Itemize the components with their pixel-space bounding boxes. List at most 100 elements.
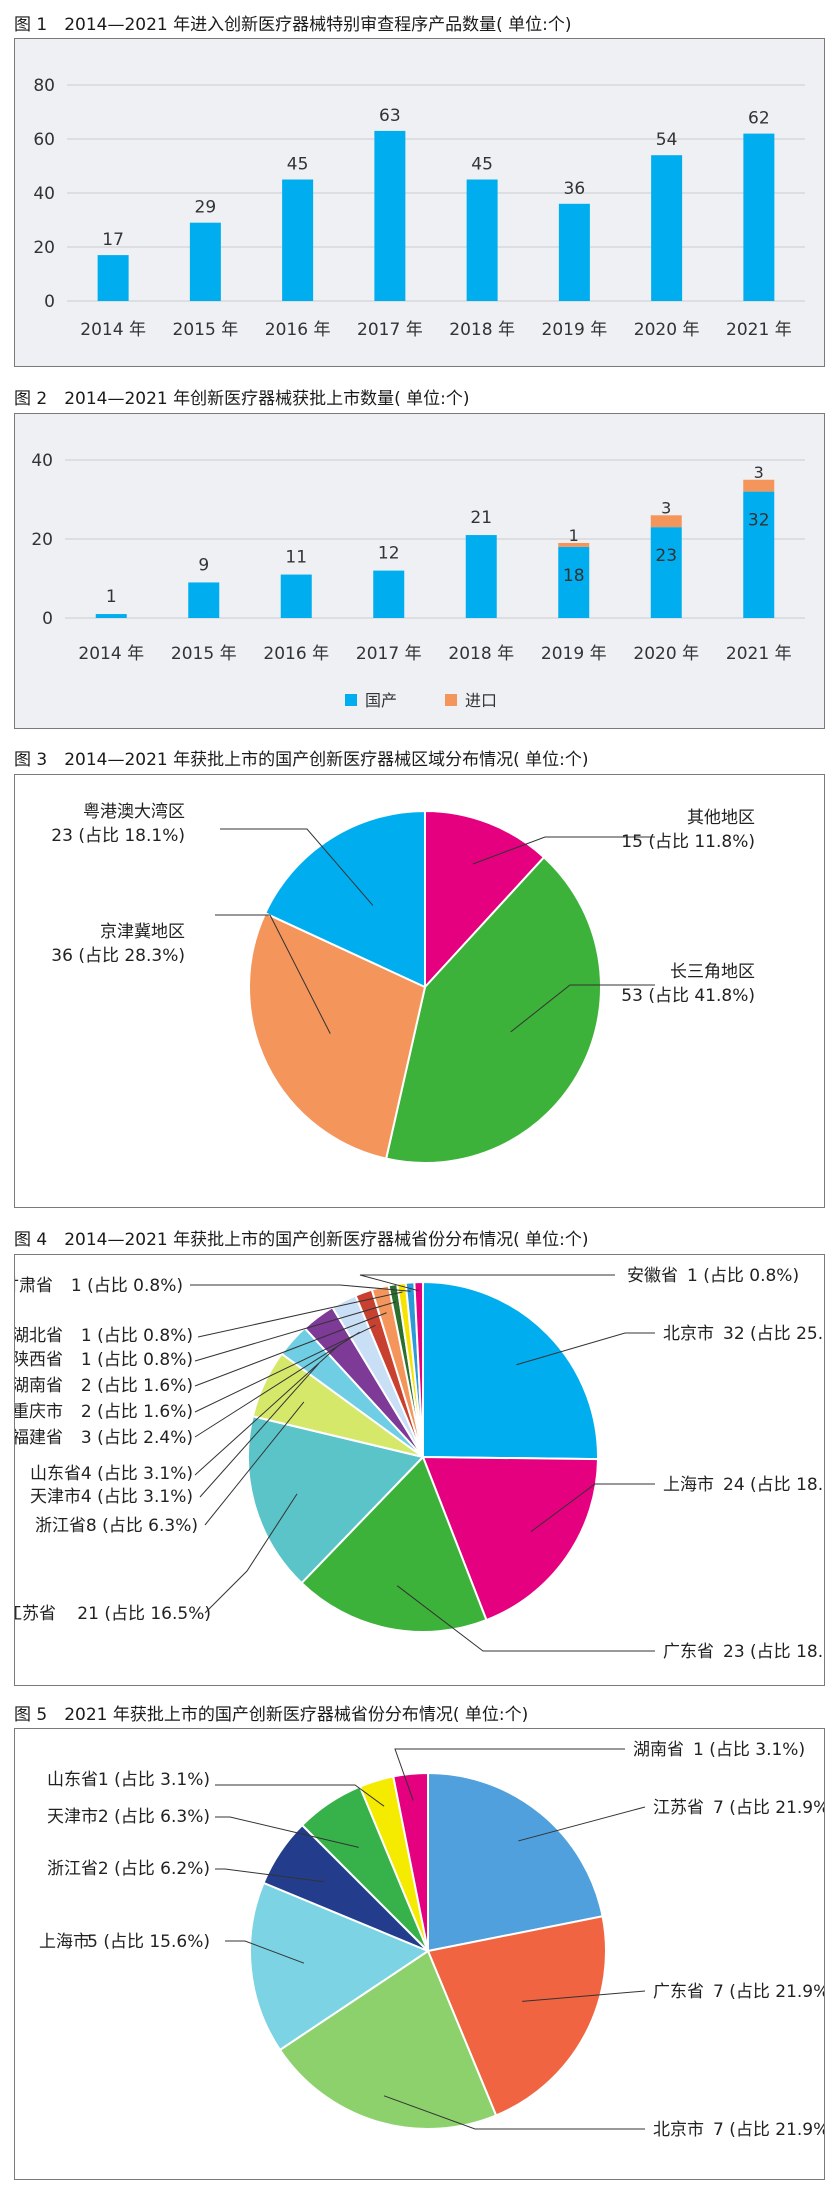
data-label-domestic: 32 — [748, 511, 770, 531]
legend-swatch-domestic — [345, 694, 357, 706]
figure-3-panel: 其他地区 15 (占比 11.8%) 长三角地区 53 (占比 41.8%) 京津冀地区… — [14, 774, 825, 1208]
leader-line — [199, 1363, 320, 1498]
x-tick-label: 2021 年 — [726, 644, 792, 664]
leader-line — [204, 1493, 298, 1614]
figure-2-panel: 0 20 40 1 2014 年 9 2015 年 11 2016 年 12 2017 年 21 201… — [14, 413, 825, 729]
leader-line — [197, 1291, 403, 1338]
slice-value: 53 (占比 41.8%) — [621, 986, 755, 1006]
data-label-domestic: 9 — [198, 555, 209, 575]
y-tick-label: 40 — [31, 451, 53, 471]
x-tick-label: 2015 年 — [171, 644, 237, 664]
x-tick-label: 2015 年 — [173, 320, 239, 340]
slice-value: 7 (占比 21.9%) — [713, 1982, 824, 2002]
slice-value: 1 (占比 3.1%) — [98, 1770, 210, 1790]
slice-name: 长三角地区 — [670, 962, 755, 982]
slice-value: 3 (占比 2.4%) — [81, 1428, 193, 1448]
slice-value: 23 (占比 18.1%) — [51, 826, 185, 846]
slice-name: 浙江省 — [47, 1859, 98, 1879]
slice-value: 24 (占比 18.9%) — [723, 1475, 824, 1495]
bar-import — [558, 542, 590, 547]
data-label-import: 1 — [569, 526, 579, 545]
leader-line — [194, 1324, 376, 1413]
bar-domestic — [373, 570, 405, 618]
slice-value: 1 (占比 0.8%) — [687, 1266, 799, 1286]
slice-value: 1 (占比 0.8%) — [71, 1276, 183, 1296]
x-tick-label: 2016 年 — [263, 644, 329, 664]
leader-line — [394, 1748, 625, 1801]
slice-name: 湖北省 — [15, 1326, 63, 1346]
data-label: 54 — [656, 130, 678, 150]
slice-name: 湖南省 — [15, 1376, 63, 1396]
leader-line — [472, 836, 655, 865]
pie-slice — [426, 1915, 607, 2117]
leader-line — [522, 1990, 646, 2002]
data-label-domestic: 23 — [655, 546, 677, 566]
x-tick-label: 2021 年 — [726, 320, 792, 340]
data-label-domestic: 12 — [378, 544, 400, 564]
figure-4-title: 图 4 2014—2021 年获批上市的国产创新医疗器械省份分布情况( 单位:个… — [14, 1230, 589, 1250]
leader-line — [215, 1868, 325, 1883]
figure-5-panel: 江苏省 7 (占比 21.9%) 广东省 7 (占比 21.9%) 北京市 7 (占比 2… — [14, 1728, 825, 2180]
slice-value: 7 (占比 21.9%) — [713, 1798, 824, 1818]
pie-slice — [249, 1881, 431, 2052]
data-label: 29 — [195, 198, 217, 218]
x-tick-label: 2014 年 — [78, 644, 144, 664]
data-label: 63 — [379, 106, 401, 126]
slice-name: 甘肃省 — [15, 1276, 53, 1296]
legend-label-import: 进口 — [465, 691, 497, 710]
slice-name: 江苏省 — [15, 1604, 56, 1624]
leader-line — [225, 1940, 305, 1964]
pie-slice — [413, 1280, 424, 1458]
leader-line — [510, 984, 655, 1033]
bar-domestic — [743, 491, 775, 618]
slice-value: 32 (占比 25.2%) — [723, 1324, 824, 1344]
figure-2-chart: 0 20 40 1 2014 年 9 2015 年 11 2016 年 12 2017 年 21 201… — [31, 451, 805, 710]
leader-line — [359, 1274, 615, 1292]
y-tick-label: 0 — [44, 292, 55, 312]
pie-slice — [300, 1455, 488, 1633]
leader-line — [518, 1806, 646, 1842]
leader-line — [190, 1284, 411, 1292]
slice-value: 4 (占比 3.1%) — [81, 1464, 193, 1484]
bar-domestic — [188, 582, 220, 618]
slice-value: 1 (占比 3.1%) — [693, 1740, 805, 1760]
bar-domestic — [95, 614, 127, 618]
slice-name: 湖南省 — [633, 1740, 684, 1760]
data-label-domestic: 18 — [563, 566, 585, 586]
pie-slice — [278, 1949, 498, 2130]
leader-line — [194, 1301, 397, 1362]
leader-line — [530, 1483, 655, 1533]
leader-line — [396, 1585, 655, 1652]
figure-1-title: 图 1 2014—2021 年进入创新医疗器械特别审查程序产品数量( 单位:个) — [14, 15, 572, 35]
slice-value: 5 (占比 15.6%) — [87, 1932, 210, 1952]
slice-name: 北京市 — [653, 2120, 704, 2140]
slice-name: 上海市 — [663, 1475, 714, 1495]
slice-name: 粤港澳大湾区 — [83, 802, 185, 822]
pie-slice — [248, 911, 427, 1160]
x-tick-label: 2020 年 — [633, 644, 699, 664]
leader-line — [215, 1816, 359, 1848]
data-label: 45 — [287, 155, 309, 175]
leader-line — [383, 2095, 645, 2130]
x-tick-label: 2019 年 — [541, 644, 607, 664]
slice-value: 2 (占比 6.2%) — [98, 1859, 210, 1879]
pie-slice — [421, 1455, 599, 1622]
bar — [651, 155, 683, 301]
slice-name: 北京市 — [663, 1324, 714, 1344]
slice-name: 上海市 — [39, 1932, 90, 1952]
figure-1-chart: 0 20 40 60 80 17 2014 年 29 2015 年 45 2016 年 63 2017 … — [33, 76, 805, 340]
bar-domestic — [465, 535, 497, 618]
data-label: 36 — [564, 179, 586, 199]
figure-4-chart: 北京市 32 (占比 25.2%) 上海市 24 (占比 18.9%) 广东省 23 (占… — [15, 1266, 824, 1662]
pie-slice — [263, 809, 426, 989]
slice-name: 广东省 — [663, 1642, 714, 1662]
slice-name: 陕西省 — [15, 1350, 63, 1370]
y-tick-label: 40 — [33, 184, 55, 204]
legend-label-domestic: 国产 — [365, 691, 397, 710]
figure-3-chart: 其他地区 15 (占比 11.8%) 长三角地区 53 (占比 41.8%) 京津冀地区… — [51, 802, 755, 1164]
pie-slice — [422, 1280, 599, 1461]
pie-slice — [384, 855, 602, 1164]
x-tick-label: 2014 年 — [80, 320, 146, 340]
slice-name: 安徽省 — [627, 1266, 678, 1286]
slice-name: 其他地区 — [687, 808, 755, 828]
